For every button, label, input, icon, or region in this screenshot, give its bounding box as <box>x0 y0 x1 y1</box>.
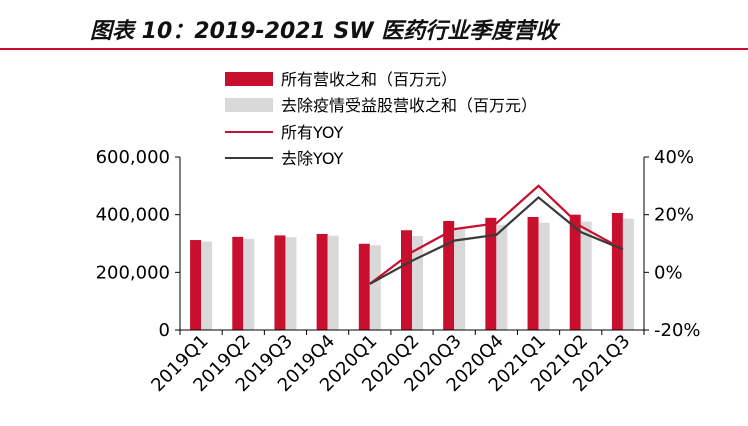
chart-title: 图表 10：2019-2021 SW 医药行业季度营收 <box>90 18 561 44</box>
y-right-tick-label: -20% <box>654 320 701 341</box>
bar-all-revenue <box>401 230 412 330</box>
bar-all-revenue <box>527 216 539 330</box>
bar-adj-revenue <box>412 236 423 330</box>
bar-all-revenue <box>443 221 455 330</box>
y-left-tick-label: 400,000 <box>96 205 170 226</box>
y-right-tick-label: 20% <box>654 205 694 226</box>
bar-adj-revenue <box>454 228 466 330</box>
bar-all-revenue <box>232 236 244 330</box>
bar-all-revenue <box>190 240 202 330</box>
legend-swatch-adj-revenue <box>225 98 273 112</box>
bar-adj-revenue <box>622 218 634 330</box>
line-all-yoy <box>369 184 624 285</box>
bar-adj-revenue <box>327 235 339 330</box>
legend-label-adj-revenue: 去除疫情受益股营收之和（百万元） <box>281 96 537 115</box>
y-left-tick-label: 200,000 <box>96 262 170 283</box>
bar-all-revenue <box>611 212 623 330</box>
line-adj-yoy <box>369 195 624 285</box>
bar-adj-revenue <box>369 245 381 330</box>
legend-swatch-all-revenue <box>225 72 273 86</box>
bar-adj-revenue <box>496 224 508 330</box>
bar-all-revenue <box>569 214 581 330</box>
bar-adj-revenue <box>285 237 297 330</box>
bar-all-revenue <box>485 217 497 330</box>
y-left-tick-label: 0 <box>159 320 170 341</box>
bar-adj-revenue <box>580 221 592 330</box>
y-right-tick-label: 40% <box>654 147 694 168</box>
y-left-tick-label: 600,000 <box>96 147 170 168</box>
legend: 所有营收之和（百万元） 去除疫情受益股营收之和（百万元） 所有YOY 去除YOY <box>225 70 537 168</box>
bar-all-revenue <box>274 235 286 330</box>
bar-all-revenue <box>358 243 370 330</box>
y-right-tick-label: 0% <box>654 262 683 283</box>
bar-all-revenue <box>316 233 328 330</box>
bar-adj-revenue <box>243 238 255 330</box>
bar-adj-revenue <box>201 241 213 330</box>
plot-area: 0200,000400,000600,000-20%0%20%40%2019Q1… <box>96 147 701 396</box>
legend-label-all-yoy: 所有YOY <box>281 123 344 142</box>
legend-label-adj-yoy: 去除YOY <box>281 149 344 168</box>
legend-label-all-revenue: 所有营收之和（百万元） <box>281 70 457 89</box>
bar-adj-revenue <box>538 222 550 330</box>
